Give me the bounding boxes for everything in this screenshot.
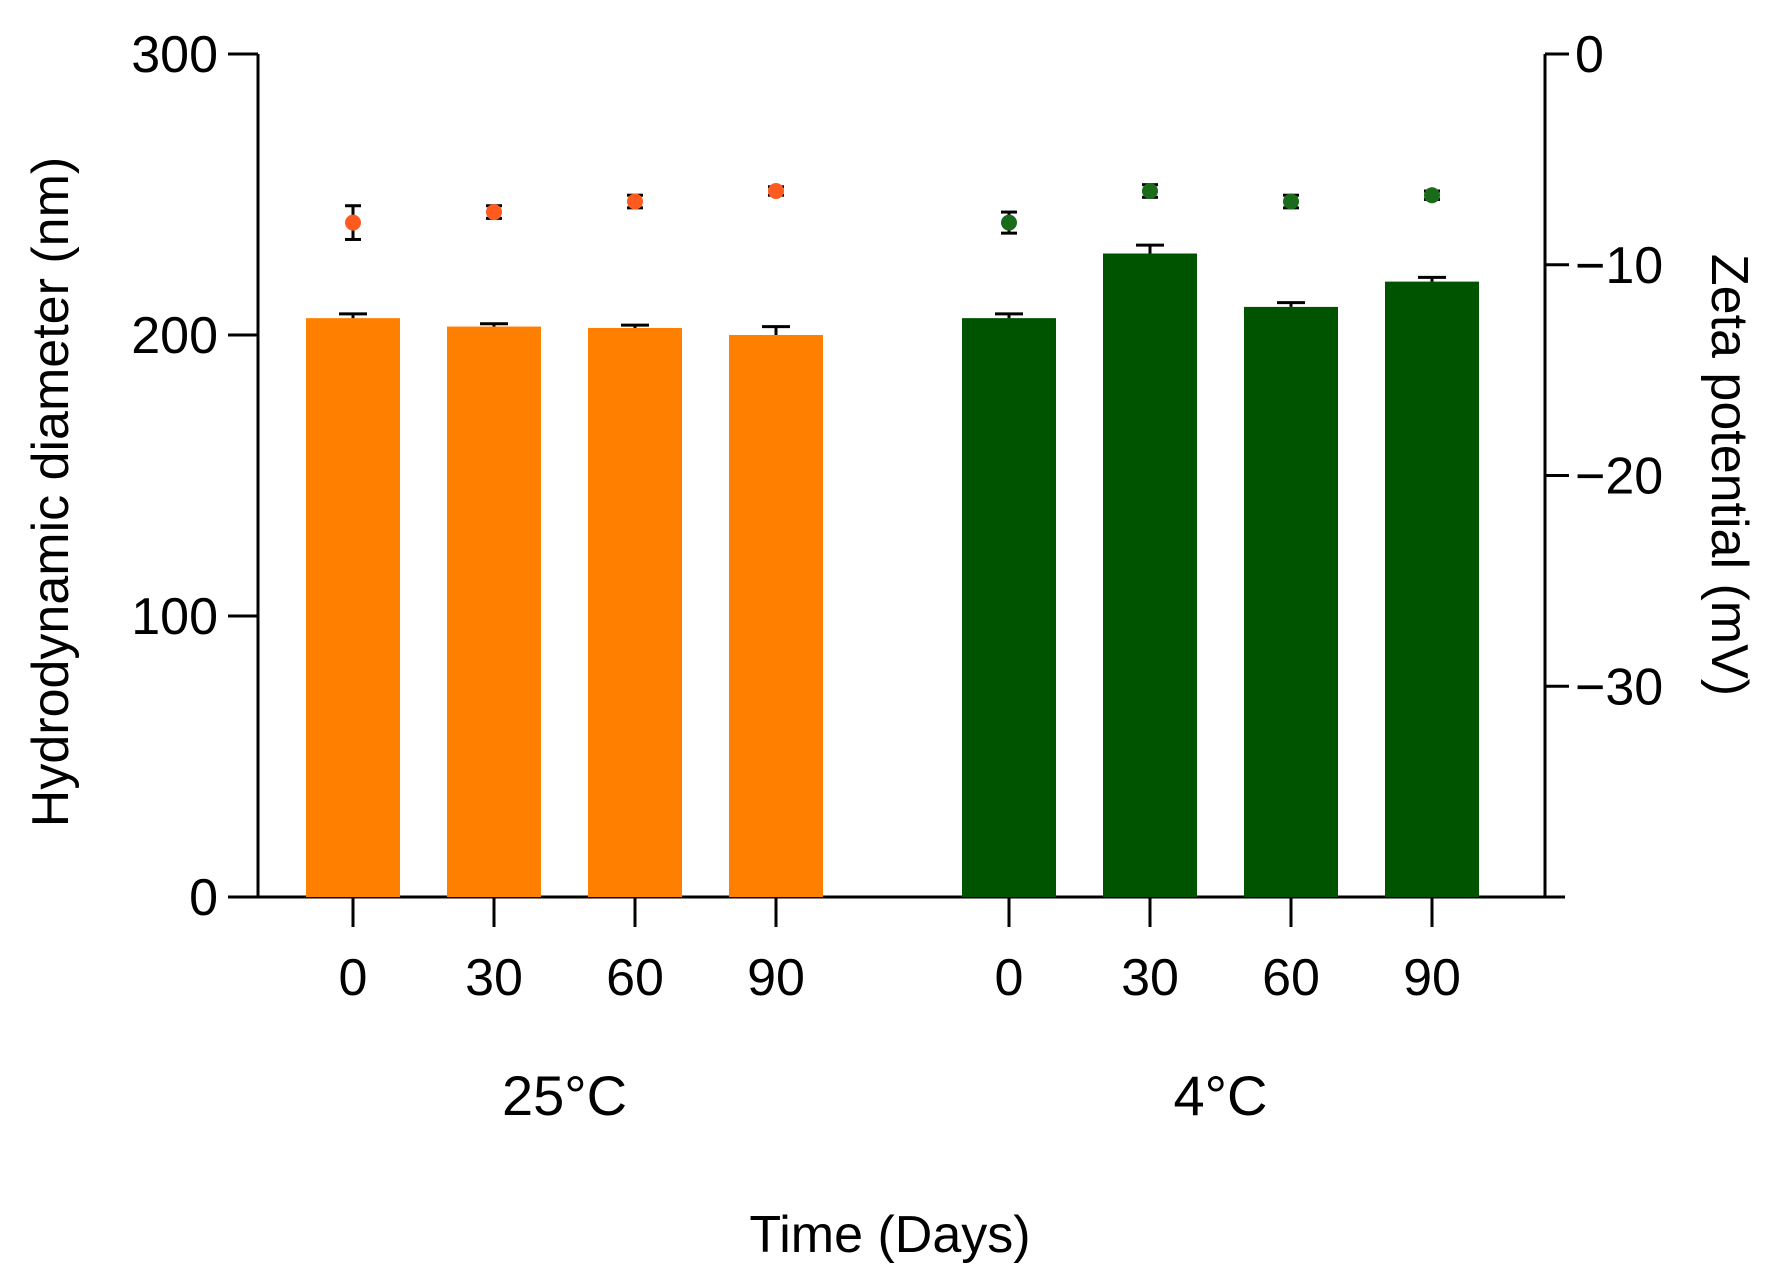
y-tick-label: 0: [189, 869, 218, 927]
x-tick-label: 30: [465, 949, 523, 1007]
zeta-point-0-1: [486, 204, 502, 221]
zeta-point-1-1: [1142, 182, 1158, 199]
x-tick-label: 60: [606, 949, 664, 1007]
x-tick-label: 0: [339, 949, 368, 1007]
x-tick-label: 30: [1121, 949, 1179, 1007]
y-tick-label: 100: [131, 588, 218, 646]
zeta-point-1-3: [1424, 187, 1440, 204]
zeta-point-1-0: [1001, 214, 1017, 231]
zeta-point-1-2: [1283, 193, 1299, 210]
x-tick-label: 90: [747, 949, 805, 1007]
bar-1-2: [1244, 306, 1338, 897]
y-axis-title: Hydrodynamic diameter (nm): [22, 157, 80, 827]
y2-tick-label: −20: [1575, 448, 1663, 506]
zeta-point-0-2: [627, 193, 643, 210]
y2-tick-label: 0: [1575, 26, 1604, 84]
bar-0-3: [729, 335, 823, 897]
x-tick-label: 60: [1262, 949, 1320, 1007]
plot-area: 0 100 200 300 0 −10 −20 −30 0 30 60 90 25°C 0 30 60 90 4°…: [131, 26, 1663, 1127]
bar-1-1: [1103, 253, 1197, 897]
y2-axis-title: Zeta potential (mV): [1700, 254, 1758, 696]
bar-0-2: [588, 327, 682, 898]
bar-0-0: [306, 318, 400, 897]
y-tick-label: 300: [131, 26, 218, 84]
bar-1-3: [1385, 281, 1479, 897]
group-label: 25°C: [502, 1064, 627, 1127]
zeta-point-0-3: [768, 182, 784, 199]
y2-tick-label: −30: [1575, 658, 1663, 716]
y2-tick-label: −10: [1575, 237, 1663, 295]
bar-1-0: [962, 318, 1056, 897]
group-label: 4°C: [1174, 1064, 1268, 1127]
x-axis-title: Time (Days): [749, 1206, 1030, 1264]
y-tick-label: 200: [131, 307, 218, 365]
x-tick-label: 90: [1403, 949, 1461, 1007]
x-tick-label: 0: [995, 949, 1024, 1007]
bar-0-1: [447, 326, 541, 897]
zeta-point-0-0: [345, 214, 361, 231]
